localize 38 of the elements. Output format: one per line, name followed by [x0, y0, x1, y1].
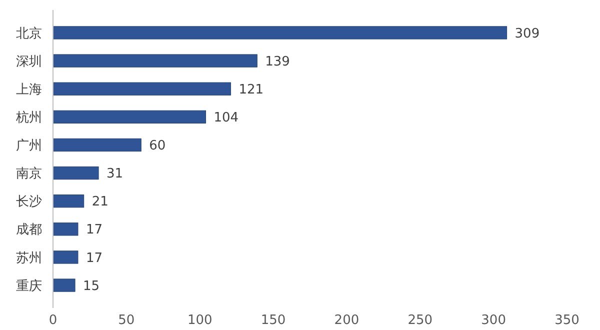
x-tick-label: 250 [408, 313, 433, 328]
y-tick-label: 南京 [16, 166, 42, 182]
data-label: 15 [83, 278, 100, 294]
y-tick-label: 上海 [16, 82, 42, 98]
bar [52, 138, 142, 152]
data-label: 104 [214, 110, 239, 126]
x-tick-label: 300 [481, 313, 506, 328]
data-label: 309 [514, 26, 540, 42]
x-tick-label: 150 [260, 313, 286, 328]
bar [52, 250, 78, 264]
data-label: 139 [265, 54, 290, 70]
bar [52, 110, 206, 124]
x-tick-label: 0 [48, 313, 58, 328]
bar [52, 26, 508, 40]
bar [52, 166, 99, 180]
x-tick-label: 200 [334, 313, 360, 328]
bar [52, 222, 78, 236]
data-label: 31 [106, 166, 124, 182]
y-tick-label: 成都 [16, 222, 42, 238]
data-label: 17 [86, 222, 103, 238]
data-label: 21 [92, 194, 108, 210]
bar [52, 54, 258, 68]
x-tick-label: 100 [187, 313, 212, 328]
data-label: 121 [238, 82, 264, 98]
y-tick-label: 长沙 [16, 194, 42, 210]
x-tick-label: 350 [554, 313, 580, 328]
y-tick-label: 深圳 [16, 54, 42, 70]
y-tick-label: 北京 [16, 26, 42, 42]
y-tick-label: 重庆 [16, 278, 42, 294]
y-tick-label: 杭州 [15, 110, 42, 126]
x-tick-label: 50 [118, 313, 135, 328]
y-tick-label: 广州 [16, 138, 42, 154]
y-tick-label: 苏州 [16, 250, 42, 266]
bar [52, 82, 231, 96]
bar [52, 278, 76, 292]
data-label: 17 [86, 250, 103, 266]
data-label: 60 [149, 138, 166, 154]
bar [52, 194, 84, 208]
